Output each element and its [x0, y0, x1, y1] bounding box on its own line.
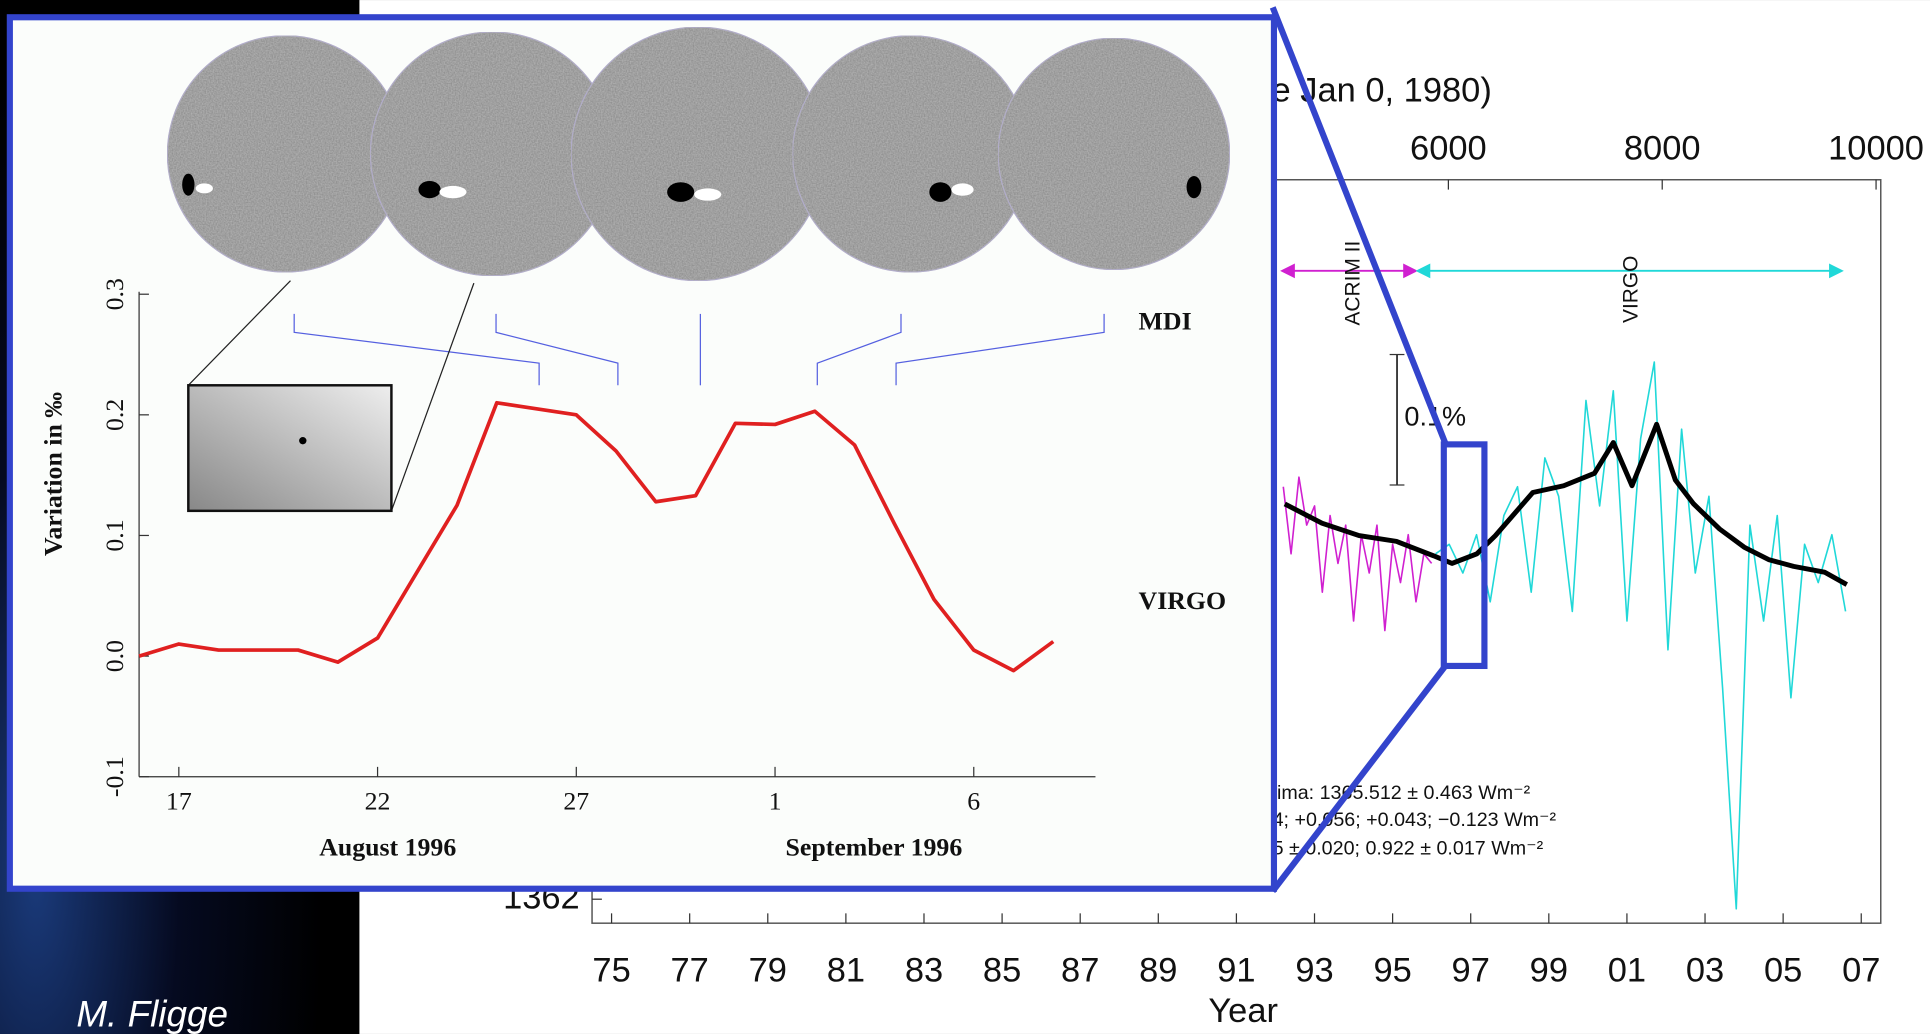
data-line [1283, 421, 1848, 587]
zoom-spot [299, 436, 307, 445]
plage [195, 183, 213, 194]
stats-text: 95 ± 0.020; 0.922 ± 0.017 Wm⁻² [1262, 838, 1544, 860]
x-tick-label: 95 [1373, 952, 1411, 990]
sunspot [182, 173, 195, 196]
x-group-label: September 1996 [786, 832, 963, 861]
virgo-label: VIRGO [1139, 586, 1227, 615]
zoom-connector [1270, 662, 1449, 894]
y-tick-label: 0.2 [100, 399, 129, 431]
connector [895, 313, 1105, 386]
x2-tick-label: 6000 [1410, 129, 1487, 167]
x-tick-label: 07 [1842, 952, 1880, 990]
x-tick-label: 83 [905, 952, 943, 990]
x2-tick-label: 10000 [1828, 129, 1924, 167]
y-tick-label: 0.1 [100, 519, 129, 551]
x-tick-label: 6 [967, 787, 980, 816]
stats-text: 24; +0.056; +0.043; −0.123 Wm⁻² [1262, 809, 1557, 831]
data-line [1435, 361, 1847, 910]
sun-images [166, 26, 1231, 282]
stats-text: inima: 1365.512 ± 0.463 Wm⁻² [1262, 782, 1531, 804]
x-tick-label: 01 [1608, 952, 1646, 990]
zoom-line [390, 282, 475, 512]
sun-disk [792, 35, 1030, 273]
x-axis-title: Year [1208, 992, 1278, 1030]
series-label: ACRIM II [1341, 241, 1364, 326]
data-line [138, 400, 1055, 673]
x-tick-label: 22 [365, 787, 391, 816]
x-tick-label: 17 [166, 787, 192, 816]
series-label: VIRGO [1620, 256, 1643, 323]
author: M. Fligge [76, 993, 228, 1034]
connector [495, 313, 619, 386]
x-tick-label: 03 [1686, 952, 1724, 990]
sunspot [418, 180, 441, 199]
zoom-image [187, 384, 393, 513]
x-tick-label: 77 [671, 952, 709, 990]
arrow-head [1403, 263, 1418, 279]
sunspot [1186, 176, 1202, 199]
x-tick-label: 89 [1139, 952, 1177, 990]
x2-tick-label: 8000 [1624, 129, 1701, 167]
sunspot [667, 182, 695, 202]
sun-disk [997, 37, 1231, 271]
y-tick-label: 0.0 [100, 640, 129, 672]
sunspot [929, 182, 952, 202]
arrow-head [1280, 263, 1295, 279]
zoom-line [187, 280, 291, 386]
arrow-head [1829, 263, 1844, 279]
x-tick-label: 81 [827, 952, 865, 990]
x-tick-label: 93 [1295, 952, 1333, 990]
x-tick-label: 75 [592, 952, 630, 990]
arrow-head [1415, 263, 1431, 279]
x-tick-label: 85 [983, 952, 1021, 990]
mdi-label: MDI [1139, 307, 1192, 336]
y-tick-label: -0.1 [100, 756, 129, 797]
plage [951, 183, 974, 196]
tsi-chart: Days (since Jan 0, 1980) Year ACRIM II V… [503, 71, 1924, 1030]
connector [293, 313, 540, 386]
y-tick-label: 0.3 [100, 278, 129, 310]
x-tick-label: 1 [769, 787, 782, 816]
y-axis-title: Variation in ‰ [38, 392, 67, 556]
x-tick-label: 99 [1530, 952, 1568, 990]
zoom-box [1440, 441, 1488, 670]
sun-disk [570, 26, 826, 282]
x-group-label: August 1996 [319, 832, 456, 861]
x-tick-label: 97 [1452, 952, 1490, 990]
zoom-connector [1269, 6, 1450, 447]
x-tick-label: 27 [563, 787, 589, 816]
connector [816, 313, 902, 386]
x-tick-label: 79 [749, 952, 787, 990]
inset-panel: Variation in ‰ August 1996 September 199… [6, 14, 1278, 892]
plage [439, 185, 467, 199]
plage [694, 188, 722, 201]
data-line [1282, 476, 1433, 632]
x-tick-label: 05 [1764, 952, 1802, 990]
sun-disk [166, 35, 405, 273]
x-tick-label: 87 [1061, 952, 1099, 990]
x-tick-label: 91 [1217, 952, 1255, 990]
